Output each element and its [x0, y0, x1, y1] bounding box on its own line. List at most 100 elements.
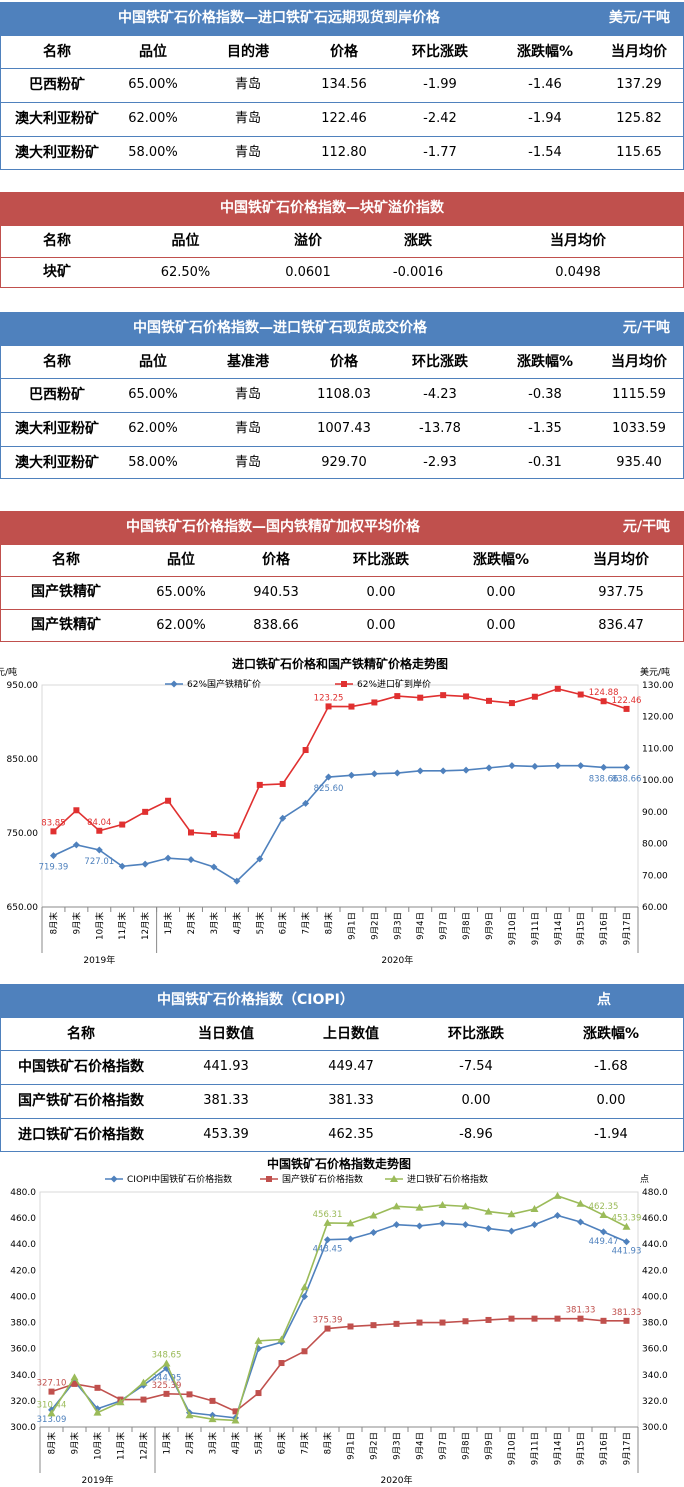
- data-point-marker: [185, 1411, 194, 1419]
- data-point-marker: [623, 1238, 630, 1246]
- row-divider: [1, 136, 683, 137]
- table-unit: 元/干吨: [622, 320, 670, 336]
- data-point-marker: [370, 770, 378, 778]
- data-label: 381.33: [612, 1308, 642, 1318]
- x-axis-tick-label: 9月17日: [623, 912, 633, 945]
- column-header: 基准港: [227, 354, 269, 370]
- year-group-label: 2019年: [82, 1474, 114, 1486]
- data-point-marker: [324, 1236, 331, 1244]
- data-point-marker: [325, 703, 332, 710]
- table-cell: 1115.59: [612, 387, 666, 402]
- table-cell: -2.42: [423, 111, 457, 126]
- y2-axis-tick-label: 460.0: [642, 1214, 668, 1224]
- data-point-marker: [255, 1345, 262, 1353]
- column-header: 环比涨跌: [448, 1026, 504, 1042]
- column-header: 品位: [171, 233, 200, 249]
- data-point-marker: [531, 1315, 538, 1322]
- table-cell: 青岛: [234, 455, 261, 470]
- data-point-marker: [553, 1191, 562, 1199]
- y2-axis-tick-label: 400.0: [642, 1292, 668, 1302]
- y2-axis-tick-label: 440.0: [642, 1240, 668, 1250]
- data-label: 456.31: [313, 1210, 343, 1220]
- data-point-marker: [325, 773, 333, 781]
- x-axis-tick-label: 6月末: [277, 1432, 288, 1455]
- row-divider: [1, 446, 683, 447]
- column-header: 环比涨跌: [412, 354, 468, 370]
- data-point-marker: [163, 1390, 170, 1397]
- series-line: [52, 687, 627, 837]
- table-domestic-concentrate: 中国铁矿石价格指数—国内铁精矿加权平均价格 元/干吨 名称 品位 价格 环比涨跌 涨跌幅…: [0, 511, 684, 642]
- data-label: 327.10: [37, 1379, 67, 1389]
- data-point-marker: [256, 855, 264, 863]
- x-axis-tick-label: 4月末: [232, 912, 243, 935]
- data-point-marker: [600, 1317, 607, 1324]
- x-axis-tick-label: 9月15日: [577, 912, 587, 945]
- data-point-marker: [233, 877, 241, 885]
- legend-label: 62%进口矿到岸价: [357, 678, 431, 690]
- x-axis-tick-label: 1月末: [162, 1432, 173, 1455]
- x-axis-tick-label: 9月末: [70, 1432, 81, 1455]
- x-axis-tick-label: 9月2日: [370, 1432, 380, 1460]
- column-header: 当月均价: [611, 354, 667, 370]
- column-header: 目的港: [227, 44, 269, 60]
- data-point-marker: [623, 705, 630, 712]
- data-point-marker: [416, 1319, 423, 1326]
- data-label: 719.39: [39, 863, 69, 873]
- table-cell: -0.38: [528, 387, 562, 402]
- data-point-marker: [139, 1378, 148, 1386]
- data-point-marker: [300, 1283, 309, 1291]
- x-axis-tick-label: 9月10日: [508, 1432, 518, 1465]
- y2-axis-tick-label: 60.00: [642, 903, 668, 913]
- y-axis-tick-label: 420.0: [10, 1266, 36, 1276]
- legend-label: 进口铁矿石价格指数: [407, 1173, 488, 1185]
- row-name-cell: 国产铁矿石价格指数: [18, 1093, 144, 1109]
- table-cell: -0.0016: [392, 265, 444, 280]
- table-cell: 青岛: [234, 145, 261, 160]
- data-label: 838.66: [589, 774, 619, 784]
- data-point-marker: [439, 1319, 446, 1326]
- data-label: 443.45: [313, 1245, 343, 1255]
- data-point-marker: [302, 747, 309, 754]
- series-line: [53, 764, 627, 883]
- plot-area: [39, 1191, 639, 1428]
- row-divider: [1, 102, 683, 103]
- table-header-bar: 中国铁矿石价格指数—进口铁矿石远期现货到岸价格 美元/干吨: [0, 2, 684, 35]
- data-point-marker: [439, 1219, 446, 1227]
- column-header: 品位: [139, 44, 167, 60]
- x-axis-tick-label: 9月1日: [347, 1432, 357, 1460]
- data-point-marker: [484, 1207, 493, 1215]
- y-axis-tick-label: 440.0: [10, 1240, 36, 1250]
- data-label: 348.65: [152, 1350, 182, 1360]
- table-title: 中国铁矿石价格指数—进口铁矿石现货成交价格: [133, 320, 427, 336]
- column-header: 涨跌幅%: [516, 354, 574, 370]
- data-point-marker: [231, 1416, 240, 1424]
- table-cell: -1.35: [528, 421, 562, 436]
- data-point-marker: [255, 1390, 262, 1397]
- data-label: 310.44: [37, 1400, 67, 1410]
- y2-axis-tick-label: 90.00: [642, 808, 668, 818]
- data-label: 453.39: [612, 1214, 642, 1224]
- chart-title: 进口铁矿石价格和国产铁精矿价格走势图: [232, 656, 448, 671]
- y-axis-tick-label: 850.00: [7, 755, 39, 765]
- column-header: 品位: [167, 552, 195, 568]
- x-axis-tick-label: 7月末: [301, 912, 312, 935]
- x-axis-tick-label: 9月9日: [485, 1432, 495, 1460]
- data-point-marker: [71, 1380, 78, 1387]
- data-point-marker: [508, 762, 516, 770]
- column-header: 名称: [43, 233, 71, 249]
- table-body: 名称 品位 基准港 价格 环比涨跌 涨跌幅% 当月均价 巴西粉矿 65.00% 青岛 1108.03…: [0, 345, 684, 479]
- data-point-marker: [531, 762, 539, 770]
- data-label: 83.85: [41, 818, 65, 828]
- y-axis-tick-label: 320.0: [10, 1397, 36, 1407]
- table-cell: 1033.59: [612, 421, 666, 436]
- x-axis-tick-label: 8月末: [324, 912, 335, 935]
- data-point-marker: [347, 1235, 354, 1243]
- table-cell: -1.68: [594, 1059, 628, 1074]
- data-point-marker: [348, 703, 355, 710]
- table-cell: 62.00%: [156, 618, 206, 633]
- x-axis-tick-label: 9月1日: [347, 912, 357, 940]
- data-point-marker: [370, 1228, 377, 1236]
- table-cell: 937.75: [598, 585, 644, 600]
- data-point-marker: [370, 1322, 377, 1329]
- table-header-bar: 中国铁矿石价格指数—进口铁矿石现货成交价格 元/干吨: [0, 312, 684, 345]
